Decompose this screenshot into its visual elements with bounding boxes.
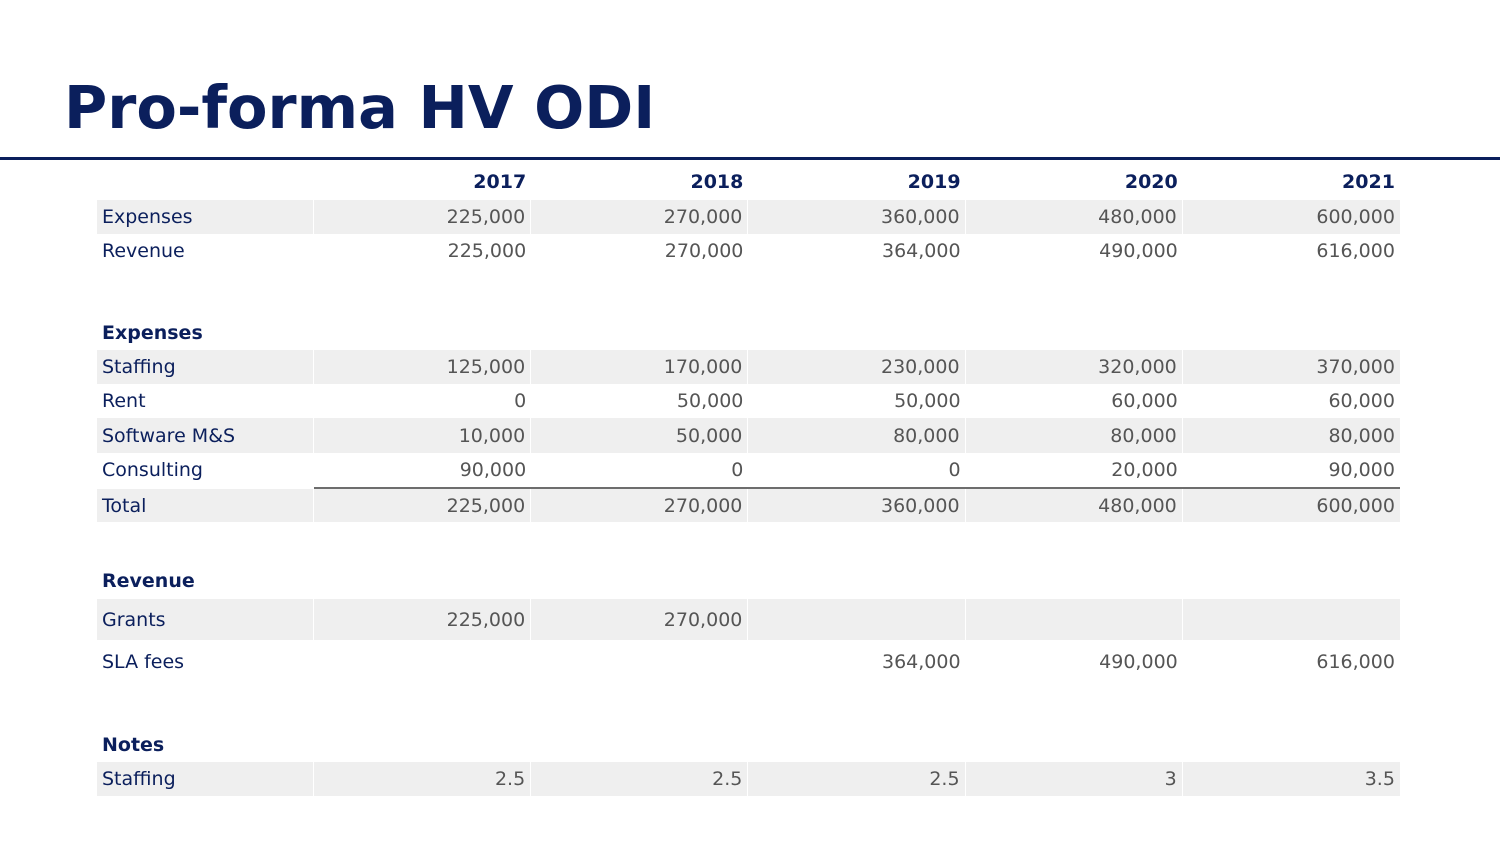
value-cell: 3.5 [1364,768,1395,790]
header-blank [97,165,314,199]
value-cell [748,599,966,640]
table-row: Staffing 125,000 170,000 230,000 320,000… [97,350,1400,384]
value-cell: 270,000 [664,240,744,262]
table-row: Consulting 90,000 0 0 20,000 90,000 [97,453,1400,487]
value-cell: 80,000 [966,418,1183,453]
value-cell: 80,000 [748,418,966,453]
value-cell: 480,000 [966,200,1183,234]
row-label: Staffing [97,762,314,796]
value-cell: 364,000 [881,240,961,262]
total-row: Total 225,000 270,000 360,000 480,000 60… [97,489,1400,522]
value-cell: 225,000 [447,240,527,262]
section-heading: Revenue [102,570,195,592]
value-cell: 60,000 [1111,390,1178,412]
value-cell: 230,000 [748,350,966,384]
value-cell: 270,000 [531,599,749,640]
section-heading: Expenses [102,322,203,344]
value-cell: 50,000 [676,390,744,412]
value-cell: 0 [514,390,527,412]
value-cell [966,599,1183,640]
row-label: SLA fees [102,651,185,673]
value-cell: 20,000 [1111,459,1178,481]
row-label: Total [97,489,314,522]
value-cell: 480,000 [966,489,1183,522]
value-cell: 364,000 [881,651,961,673]
year-header-row: 2017 2018 2019 2020 2021 [97,165,1400,199]
table-row: Rent 0 50,000 50,000 60,000 60,000 [97,384,1400,418]
value-cell: 2.5 [748,762,966,796]
section-heading-row: Notes [97,728,1400,762]
value-cell: 600,000 [1316,494,1395,517]
section-heading: Notes [102,734,165,756]
row-label: Grants [97,599,314,640]
year-header: 2017 [473,171,527,193]
value-cell: 3 [966,762,1183,796]
value-cell [314,641,531,683]
row-label: Expenses [97,200,314,234]
value-cell: 270,000 [531,200,749,234]
title-divider [0,157,1500,160]
total-divider [314,487,1400,489]
value-cell: 320,000 [966,350,1183,384]
value-cell: 10,000 [314,418,532,453]
table-row: Grants 225,000 270,000 [97,599,1400,640]
value-cell: 50,000 [894,390,961,412]
value-cell: 600,000 [1316,206,1395,228]
table-row: Expenses 225,000 270,000 360,000 480,000… [97,200,1400,234]
value-cell: 360,000 [748,489,966,522]
value-cell: 370,000 [1316,356,1395,378]
table-row: Revenue 225,000 270,000 364,000 490,000 … [97,234,1400,268]
value-cell: 60,000 [1328,390,1395,412]
value-cell: 90,000 [459,459,527,481]
value-cell: 0 [731,459,744,481]
section-heading-row: Expenses [97,316,1400,350]
page-title: Pro-forma HV ODI [64,73,656,142]
value-cell [1183,599,1400,640]
table-row: SLA fees 364,000 490,000 616,000 [97,641,1400,683]
row-label: Revenue [102,240,185,262]
value-cell: 2.5 [531,762,749,796]
value-cell: 490,000 [1099,240,1178,262]
value-cell: 80,000 [1328,424,1395,447]
section-heading-row: Revenue [97,564,1400,598]
year-header: 2019 [907,171,961,193]
value-cell: 2.5 [314,762,532,796]
value-cell: 360,000 [748,200,966,234]
row-label: Rent [102,390,146,412]
value-cell: 90,000 [1328,459,1395,481]
year-header: 2018 [690,171,744,193]
value-cell: 50,000 [531,418,749,453]
table-row: Software M&S 10,000 50,000 80,000 80,000… [97,418,1400,453]
table-row: Staffing 2.5 2.5 2.5 3 3.5 [97,762,1400,796]
value-cell: 225,000 [314,200,532,234]
value-cell: 490,000 [1099,651,1178,673]
value-cell [531,641,748,683]
value-cell: 270,000 [531,489,749,522]
value-cell: 616,000 [1316,651,1395,673]
value-cell: 170,000 [531,350,749,384]
year-header: 2021 [1342,171,1395,193]
row-label: Consulting [102,459,203,481]
value-cell: 225,000 [314,489,532,522]
row-label: Staffing [97,350,314,384]
value-cell: 616,000 [1316,240,1395,262]
value-cell: 125,000 [314,350,532,384]
year-header: 2020 [1124,171,1178,193]
value-cell: 0 [948,459,961,481]
value-cell: 225,000 [314,599,532,640]
row-label: Software M&S [97,418,314,453]
